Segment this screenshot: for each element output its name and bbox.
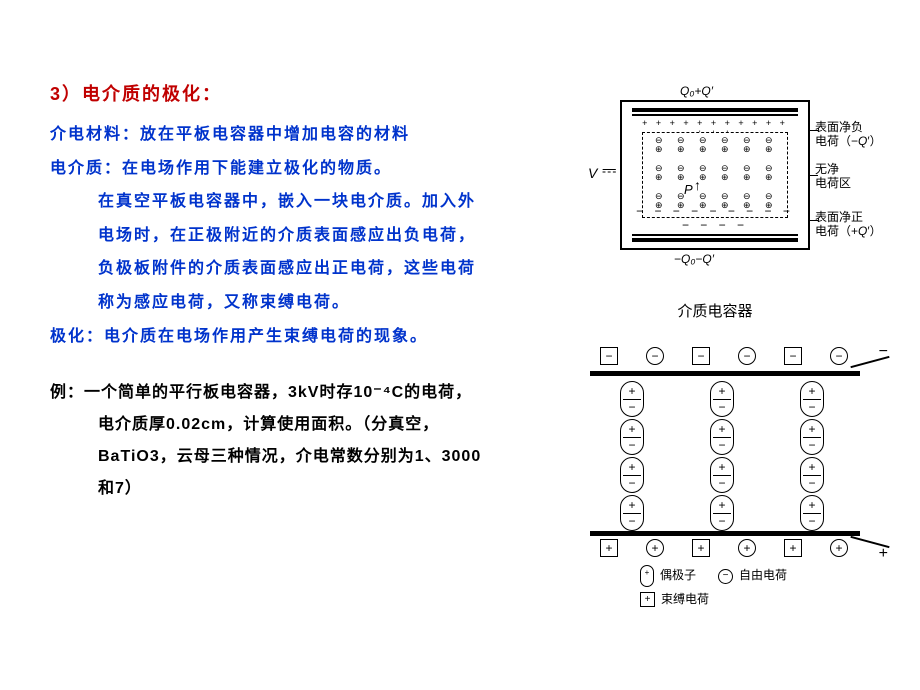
example-line: 电介质厚0.02cm，计算使用面积。（分真空， — [50, 409, 580, 441]
example-line: 例：一个简单的平行板电容器，3kV时存10⁻⁴C的电荷， — [50, 377, 580, 409]
bound-charge-icon: − — [646, 347, 664, 365]
text: 放在平板电容器中增加电容的材料 — [140, 126, 410, 143]
block-line: 电场时，在正极附近的介质表面感应出负电荷， — [98, 219, 580, 253]
dipole-pair-icon — [800, 457, 824, 493]
label: 电介质： — [50, 160, 122, 177]
dipole-icon — [765, 137, 775, 153]
definition-line-2: 电介质：在电场作用下能建立极化的物质。 — [50, 152, 580, 186]
free-charge-icon: − — [692, 347, 710, 365]
bound-charge-icon: + — [830, 539, 848, 557]
definition-line-3: 极化：电介质在电场作用产生束缚电荷的现象。 — [50, 320, 580, 354]
annotation-line — [808, 175, 818, 176]
definition-line-1: 介电材料：放在平板电容器中增加电容的材料 — [50, 118, 580, 152]
example-line: BaTiO3，云母三种情况，介电常数分别为1、3000 — [50, 441, 580, 473]
text: 在电场作用下能建立极化的物质。 — [122, 160, 392, 177]
polarization-arrow-icon: ↑ — [694, 177, 701, 193]
dipole-row — [649, 165, 781, 183]
dipole-icon — [743, 165, 753, 181]
free-charge-icon: + — [600, 539, 618, 557]
heading-text: 电介质的极化： — [82, 84, 222, 104]
dipole-icon — [655, 165, 665, 181]
annotation-line — [808, 130, 818, 131]
dipole-icon — [677, 137, 687, 153]
section-heading: 3）电介质的极化： — [50, 80, 580, 106]
bound-charge-legend-icon: − — [718, 569, 733, 584]
bound-charge-icon: − — [738, 347, 756, 365]
block-line: 在真空平板电容器中，嵌入一块电介质。加入外 — [98, 185, 580, 219]
dipole-pair-icon — [620, 419, 644, 455]
free-charge-icon: + — [784, 539, 802, 557]
dipole-row — [649, 137, 781, 155]
free-charge-row-top: −− −− −− — [600, 347, 848, 365]
heading-number: 3） — [50, 84, 82, 104]
charge-label-top: Q₀+Q′ — [680, 84, 713, 98]
polarization-diagram: − − − − − − − + + + + + — [580, 341, 890, 601]
legend-label: 束缚电荷 — [661, 589, 709, 611]
legend-item: + 束缚电荷 — [640, 589, 787, 611]
text: 电介质在电场作用产生束缚电荷的现象。 — [104, 328, 428, 345]
top-plate — [632, 108, 798, 112]
dipole-pair-icon — [800, 419, 824, 455]
top-plate-inner — [632, 114, 798, 116]
free-charge-icon: + — [692, 539, 710, 557]
legend-label: 偶极子 — [660, 565, 696, 587]
example-line: 和7） — [50, 473, 580, 505]
capacitor-diagram: Q₀+Q′ V ⎓ + + + + + + + + + + + + + + P … — [580, 90, 890, 290]
terminal-sign-neg: − — [879, 343, 888, 361]
dipole-pair-icon — [800, 495, 824, 531]
dipole-pair-icon — [710, 381, 734, 417]
dipole-pair-icon — [800, 381, 824, 417]
free-charge-row-bottom: + + + + + + — [600, 539, 848, 557]
bottom-plate-inner — [632, 234, 798, 236]
dipole-pair-icon — [620, 381, 644, 417]
dipole-column — [620, 381, 650, 531]
dipole-pair-icon — [710, 495, 734, 531]
dipole-pair-icon — [620, 457, 644, 493]
dipole-column — [710, 381, 740, 531]
dipole-pair-icon — [620, 495, 644, 531]
bound-charge-icon: + — [738, 539, 756, 557]
top-electrode — [590, 371, 860, 376]
voltage-label: V — [588, 165, 597, 181]
annotation-pos-surface: 表面净正电荷（+Q′） — [815, 210, 895, 239]
label: 极化： — [50, 328, 104, 345]
capacitor-box: + + + + + + + + + + + + + + P ↑ − − − − … — [620, 100, 810, 250]
bound-charge-icon: + — [646, 539, 664, 557]
annotation-neutral: 无净电荷区 — [815, 162, 885, 191]
annotation-line — [808, 220, 818, 221]
negative-charges: − − − − − − − − − − − − − — [636, 204, 794, 232]
dipole-icon — [721, 165, 731, 181]
dipole-icon — [677, 165, 687, 181]
legend-label: 自由电荷 — [739, 565, 787, 587]
annotation-neg-surface: 表面净负电荷（−Q′） — [815, 120, 895, 149]
example-block: 例：一个简单的平行板电容器，3kV时存10⁻⁴C的电荷， 电介质厚0.02cm，… — [50, 377, 580, 505]
legend-item: +− 偶极子 − 自由电荷 — [640, 565, 787, 587]
block-line: 负极板附件的介质表面感应出正电荷，这些电荷 — [98, 252, 580, 286]
voltage-source-icon: ⎓ — [602, 160, 616, 181]
dipole-icon — [655, 137, 665, 153]
dipole-icon — [699, 137, 709, 153]
bottom-electrode — [590, 531, 860, 536]
block-line: 称为感应电荷，又称束缚电荷。 — [98, 286, 580, 320]
dipole-icon — [721, 137, 731, 153]
free-charge-icon: − — [600, 347, 618, 365]
dipole-column — [800, 381, 830, 531]
free-charge-icon: − — [784, 347, 802, 365]
polarization-label: P — [684, 182, 693, 197]
bound-charge-icon: − — [830, 347, 848, 365]
dipole-pair-icon — [710, 457, 734, 493]
legend: +− 偶极子 − 自由电荷 + 束缚电荷 — [640, 565, 787, 613]
bottom-plate — [632, 238, 798, 242]
label: 介电材料： — [50, 126, 140, 143]
dipole-icon — [743, 137, 753, 153]
figures-column: Q₀+Q′ V ⎓ + + + + + + + + + + + + + + P … — [580, 90, 900, 601]
explanation-block: 在真空平板电容器中，嵌入一块电介质。加入外 电场时，在正极附近的介质表面感应出负… — [50, 185, 580, 319]
dipole-icon — [765, 165, 775, 181]
terminal-sign-pos: + — [879, 545, 888, 563]
dipole-legend-icon: +− — [640, 565, 654, 587]
figure-1-caption: 介质电容器 — [620, 300, 810, 321]
dipole-pair-icon — [710, 419, 734, 455]
charge-label-bottom: −Q₀−Q′ — [674, 252, 714, 266]
